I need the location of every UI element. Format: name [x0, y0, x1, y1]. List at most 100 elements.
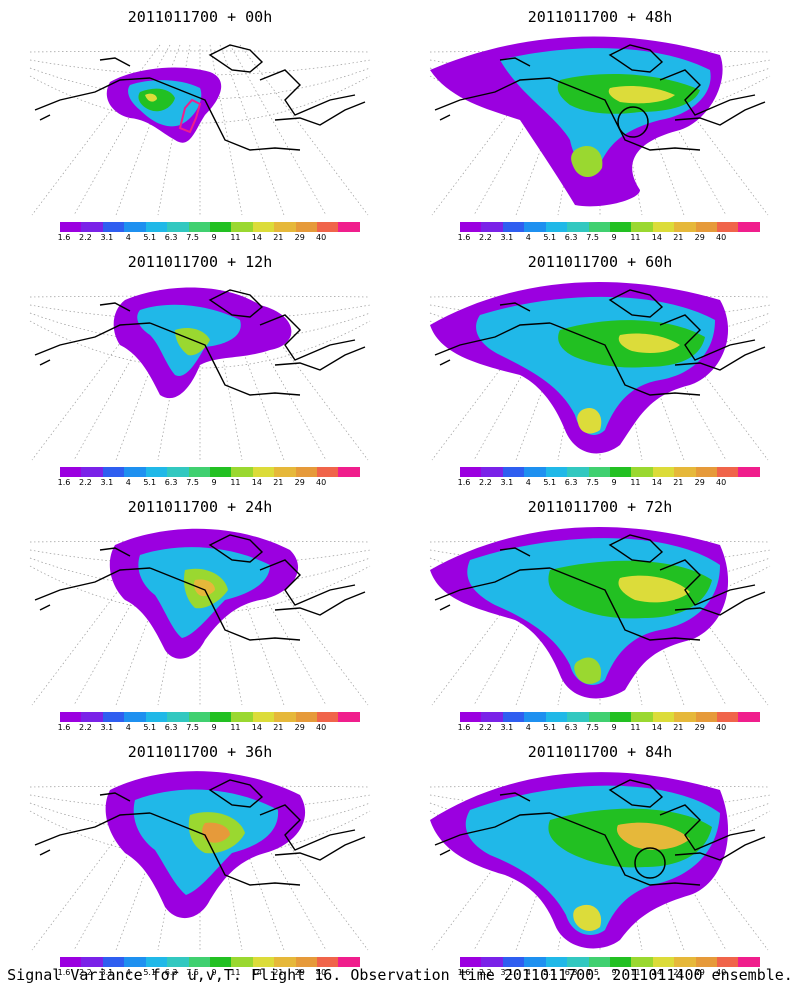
colorbar-tick-label: 29	[694, 233, 705, 242]
coastline-segment	[608, 44, 664, 73]
colorbar-swatch	[338, 467, 360, 477]
colorbar-swatch	[338, 957, 360, 967]
colorbar-swatch	[60, 467, 82, 477]
coastline	[34, 779, 366, 886]
coastline-segment	[674, 346, 766, 371]
coastline	[34, 534, 366, 641]
colorbar-tick-label: 3.1	[500, 233, 514, 242]
colorbar-tick-label: 14	[651, 478, 662, 487]
colorbar-swatch	[588, 957, 610, 967]
coastline-segment	[208, 289, 264, 318]
colorbar-swatch	[652, 712, 675, 722]
coastline-segment	[39, 849, 51, 856]
coastline-segment	[608, 779, 664, 808]
coastline-segment	[439, 114, 451, 121]
coastline-segment	[434, 567, 551, 601]
colorbar-tick-label: 14	[651, 723, 662, 732]
colorbar-swatch	[502, 957, 525, 967]
colorbar-labels: 1.6 2.2 3.1 4 5.1 6.3 7.5 9 11 14 21 29 40	[58, 722, 360, 734]
colorbar-tick-label: 9	[211, 233, 217, 242]
variance-field	[430, 526, 729, 699]
colorbar-tick-label: 4	[525, 478, 531, 487]
variance-field	[113, 287, 292, 399]
colorbar-labels: 1.6 2.2 3.1 4 5.1 6.3 7.5 9 11 14 21 29 40	[58, 232, 360, 244]
colorbar-swatch	[609, 957, 632, 967]
colorbar-labels: 1.6 2.2 3.1 4 5.1 6.3 7.5 9 11 14 21 29 40	[458, 722, 760, 734]
colorbar-swatch	[209, 712, 232, 722]
colorbar-tick-label: 7.5	[186, 478, 199, 487]
coastline-segment	[659, 314, 756, 361]
colorbar-tick-label: 2.2	[79, 478, 92, 487]
colorbar-tick-label: 21	[273, 478, 284, 487]
coastline-segment	[499, 57, 531, 67]
colorbar-swatch	[481, 222, 503, 232]
colorbar-swatch	[717, 467, 739, 477]
panel-title: 2011011700 + 24h	[127, 498, 273, 516]
forecast-map	[29, 44, 371, 216]
colorbar-swatch	[545, 222, 568, 232]
colorbar-tick-label: 40	[316, 478, 327, 487]
colorbar-swatches	[60, 712, 360, 722]
colorbar-tick-label: 3.1	[500, 968, 514, 977]
colorbar-swatch	[631, 222, 653, 232]
colorbar-swatch	[738, 222, 760, 232]
colorbar-swatch	[145, 712, 168, 722]
colorbar-tick-label: 29	[694, 723, 705, 732]
coastline-segment	[34, 567, 151, 601]
coastline	[434, 289, 766, 396]
colorbar-tick-label: 11	[630, 723, 641, 732]
colorbar-tick-label: 40	[316, 968, 327, 977]
colorbar-swatch	[567, 957, 589, 967]
colorbar: 1.6 2.2 3.1 4 5.1 6.3 7.5 9 11 14 21 29 40	[58, 957, 360, 981]
colorbar-swatch	[274, 957, 296, 967]
variance-contour	[577, 407, 602, 434]
colorbar-swatch	[738, 467, 760, 477]
colorbar-tick-label: 14	[251, 233, 262, 242]
coastline-segment	[434, 77, 551, 111]
colorbar-swatch	[338, 712, 360, 722]
colorbar-tick-label: 5.1	[543, 968, 557, 977]
observation-region-marker	[178, 98, 202, 134]
coastline-segment	[34, 77, 151, 111]
colorbar-swatch	[317, 957, 339, 967]
coastline-segment	[149, 567, 301, 641]
colorbar-swatch	[60, 222, 82, 232]
target-circle-marker	[634, 847, 666, 879]
colorbar-tick-label: 2.2	[79, 723, 92, 732]
coastline-segment	[99, 57, 131, 67]
colorbar-swatch	[274, 712, 296, 722]
colorbar-swatch	[231, 712, 253, 722]
panel-title: 2011011700 + 48h	[527, 8, 673, 26]
colorbar-swatch	[295, 467, 318, 477]
forecast-map	[429, 526, 771, 706]
colorbar-swatch	[295, 957, 318, 967]
variance-field	[106, 67, 222, 143]
colorbar-swatch	[524, 712, 546, 722]
colorbar-tick-label: 9	[611, 723, 617, 732]
colorbar: 1.6 2.2 3.1 4 5.1 6.3 7.5 9 11 14 21 29 40	[458, 222, 760, 246]
panel-title: 2011011700 + 60h	[527, 253, 673, 271]
coastline-segment	[434, 812, 551, 846]
coastline-segment	[259, 314, 356, 361]
colorbar-tick-label: 1.6	[57, 478, 71, 487]
coastline-segment	[99, 302, 131, 312]
colorbar-tick-label: 40	[716, 723, 727, 732]
colorbar-swatch	[81, 467, 103, 477]
coastline-segment	[499, 792, 531, 802]
colorbar-tick-label: 40	[316, 233, 327, 242]
colorbar-labels: 1.6 2.2 3.1 4 5.1 6.3 7.5 9 11 14 21 29 40	[458, 232, 760, 244]
colorbar-swatch	[717, 712, 739, 722]
variance-contour	[616, 822, 690, 850]
forecast-map	[29, 287, 371, 461]
colorbar-swatch	[274, 222, 296, 232]
colorbar-tick-label: 21	[673, 968, 684, 977]
colorbar: 1.6 2.2 3.1 4 5.1 6.3 7.5 9 11 14 21 29 40	[58, 222, 360, 246]
colorbar-tick-label: 14	[651, 233, 662, 242]
colorbar-swatch	[317, 467, 339, 477]
colorbar: 1.6 2.2 3.1 4 5.1 6.3 7.5 9 11 14 21 29 40	[458, 712, 760, 736]
colorbar-tick-label: 6.3	[564, 723, 578, 732]
map-panel: 2011011700 + 60h 1.6 2.2 3.1 4 5.1 6.3 7.5 9 11 14…	[400, 245, 800, 490]
colorbar-tick-label: 2.2	[479, 968, 492, 977]
variance-contour	[202, 822, 230, 843]
colorbar-tick-label: 3.1	[100, 478, 114, 487]
